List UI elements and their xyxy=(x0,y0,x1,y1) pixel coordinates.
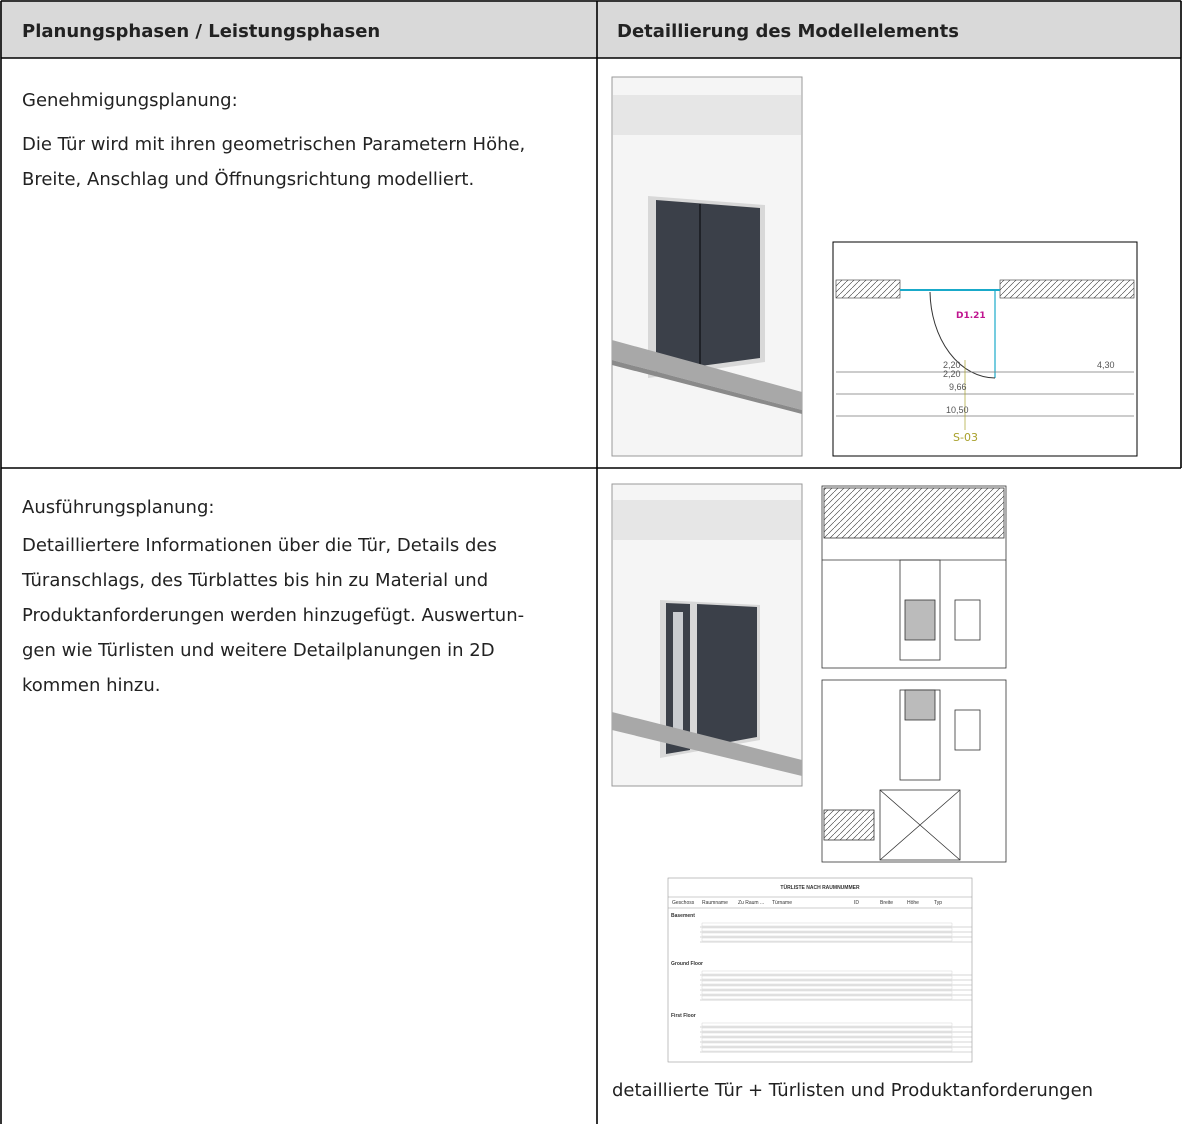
detail-drawing xyxy=(821,485,1007,863)
door-list-column: Geschoss xyxy=(672,900,695,906)
phase-title: Genehmigungsplanung: xyxy=(22,90,238,111)
door-list-title: TÜRLISTE NACH RAUMNUMMER xyxy=(780,884,860,891)
door-list-cells xyxy=(701,985,953,990)
description-line: Detailliertere Informationen über die Tü… xyxy=(22,535,497,556)
door-list-column: Türname xyxy=(772,900,792,906)
door-list-column: ID xyxy=(854,900,859,906)
description-line: Die Tür wird mit ihren geometrischen Par… xyxy=(22,134,525,155)
door-list-cells xyxy=(701,1042,953,1047)
description-line: Türanschlags, des Türblattes bis hin zu … xyxy=(21,570,488,591)
door-list-column: Raumname xyxy=(702,900,728,906)
door-list-cells xyxy=(701,1032,953,1037)
door-list-column: Typ xyxy=(934,900,942,906)
caption: detaillierte Tür + Türlisten und Produkt… xyxy=(612,1080,1093,1101)
column-header: Detaillierung des Modellelements xyxy=(617,21,959,42)
door-list-cells xyxy=(701,995,953,1000)
dimension: 4,30 xyxy=(1097,360,1115,370)
door-list-cells xyxy=(701,980,953,985)
door-list-cells xyxy=(701,1047,953,1052)
door-list-group: Basement xyxy=(671,913,695,919)
description-line: gen wie Türlisten und weitere Detailplan… xyxy=(22,640,495,661)
description-line: Produktanforderungen werden hinzugefügt.… xyxy=(22,605,524,626)
dimension: 10,50 xyxy=(946,405,969,415)
door-list-cells xyxy=(701,970,953,975)
section-label: S-03 xyxy=(953,431,978,444)
door-list-cells xyxy=(701,1037,953,1042)
dimension: 2,20 xyxy=(943,369,961,379)
door-id: D1.21 xyxy=(956,311,986,321)
door-list-cells xyxy=(701,932,953,937)
door-list-column: Breite xyxy=(880,900,893,906)
door-list-cells xyxy=(701,927,953,932)
door-list-cells xyxy=(701,1027,953,1032)
door-render xyxy=(611,76,803,457)
door-list-cells xyxy=(701,1022,953,1027)
column-header: Planungsphasen / Leistungsphasen xyxy=(22,21,380,42)
door-list-group: First Floor xyxy=(671,1013,696,1019)
door-list-cells xyxy=(701,922,953,927)
header-background xyxy=(0,0,1182,58)
door-list-image: TÜRLISTE NACH RAUMNUMMER Geschoss Raumnam… xyxy=(667,877,973,1063)
floor-plan: D1.21 2,20 2,20 4,30 9,66 10,50 S-03 xyxy=(832,241,1138,457)
door-list-cells xyxy=(701,975,953,980)
door-list-cells xyxy=(701,990,953,995)
door-list-cells xyxy=(701,937,953,942)
dimension: 2,20 xyxy=(943,360,961,370)
description-line: kommen hinzu. xyxy=(22,675,160,696)
description-line: Breite, Anschlag und Öffnungsrichtung mo… xyxy=(22,168,474,190)
door-render-detailed xyxy=(611,483,803,787)
phase-title: Ausführungsplanung: xyxy=(22,497,214,518)
door-list-group: Ground Floor xyxy=(671,961,703,967)
door-list-column: Zu Raum ... xyxy=(738,900,764,906)
dimension: 9,66 xyxy=(949,382,967,392)
door-list-column: Höhe xyxy=(907,900,919,906)
